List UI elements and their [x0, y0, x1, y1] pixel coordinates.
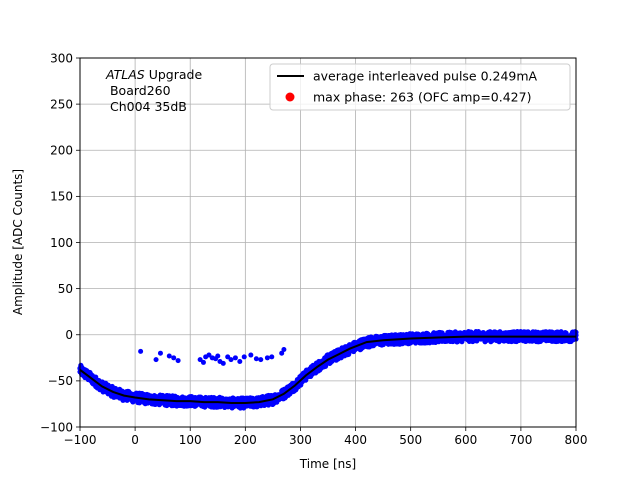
y-tick-label: 300: [50, 51, 73, 65]
outlier-point: [138, 348, 144, 354]
outlier-point: [220, 360, 226, 366]
outlier-point: [153, 357, 159, 363]
y-tick-label: −100: [40, 420, 73, 434]
annotation-upgrade: Upgrade: [145, 67, 203, 82]
average-pulse-line: [79, 335, 576, 405]
outlier-point: [258, 357, 264, 363]
outlier-point: [264, 355, 270, 361]
outlier-point: [281, 347, 287, 353]
x-axis-label: Time [ns]: [299, 457, 356, 471]
y-tick-label: 250: [50, 97, 73, 111]
annotation-line-2: Board260: [106, 83, 171, 98]
x-tick-label: 300: [289, 433, 312, 447]
x-tick-label: 700: [509, 433, 532, 447]
y-tick-label: 200: [50, 144, 73, 158]
annotation-atlas: ATLAS: [105, 67, 145, 82]
x-tick-label: 200: [234, 433, 257, 447]
outlier-point: [166, 353, 172, 359]
outlier-point: [157, 350, 163, 356]
legend-entry-max-phase: max phase: 263 (OFC amp=0.427): [313, 90, 531, 105]
outlier-point: [171, 355, 177, 361]
x-tick-label: 500: [399, 433, 422, 447]
outlier-point: [279, 350, 285, 356]
outlier-point: [225, 354, 231, 360]
outlier-point: [197, 357, 203, 363]
y-tick-label: 50: [58, 282, 73, 296]
annotation-line-3: Ch004 35dB: [106, 99, 187, 114]
x-tick-label: 600: [454, 433, 477, 447]
legend-entry-average: average interleaved pulse 0.249mA: [313, 69, 538, 84]
outlier-point: [206, 352, 212, 358]
outlier-point: [215, 353, 221, 359]
outlier-layer: [138, 347, 287, 366]
y-tick-label: 0: [65, 328, 73, 342]
outlier-point: [228, 357, 234, 363]
outlier-point: [253, 356, 259, 362]
legend-dot-swatch: [285, 92, 295, 102]
outlier-point: [200, 359, 206, 365]
outlier-point: [232, 355, 238, 361]
x-tick-label: −100: [64, 433, 97, 447]
x-tick-label: 400: [344, 433, 367, 447]
y-tick-label: −50: [48, 374, 73, 388]
y-tick-label: 150: [50, 190, 73, 204]
y-axis-label: Amplitude [ADC Counts]: [11, 169, 25, 315]
atlas-annotation: ATLAS Upgrade Board260 Ch004 35dB: [105, 67, 202, 114]
x-tick-label: 100: [179, 433, 202, 447]
outlier-point: [175, 358, 181, 364]
x-tick-label: 800: [565, 433, 588, 447]
outlier-point: [248, 352, 254, 358]
legend-box: [269, 63, 571, 111]
tick-layer: −100 0 100 200 300 400 500 600 700 800 −100 −50 0 50 1…: [40, 51, 587, 447]
x-tick-label: 0: [131, 433, 139, 447]
outlier-point: [237, 359, 243, 365]
outlier-point: [269, 354, 275, 360]
legend: average interleaved pulse 0.249mA max ph…: [269, 63, 571, 111]
annotation-line-1: ATLAS Upgrade: [105, 67, 202, 82]
y-tick-label: 100: [50, 236, 73, 250]
sample-point: [265, 402, 272, 408]
outlier-point: [241, 354, 247, 360]
